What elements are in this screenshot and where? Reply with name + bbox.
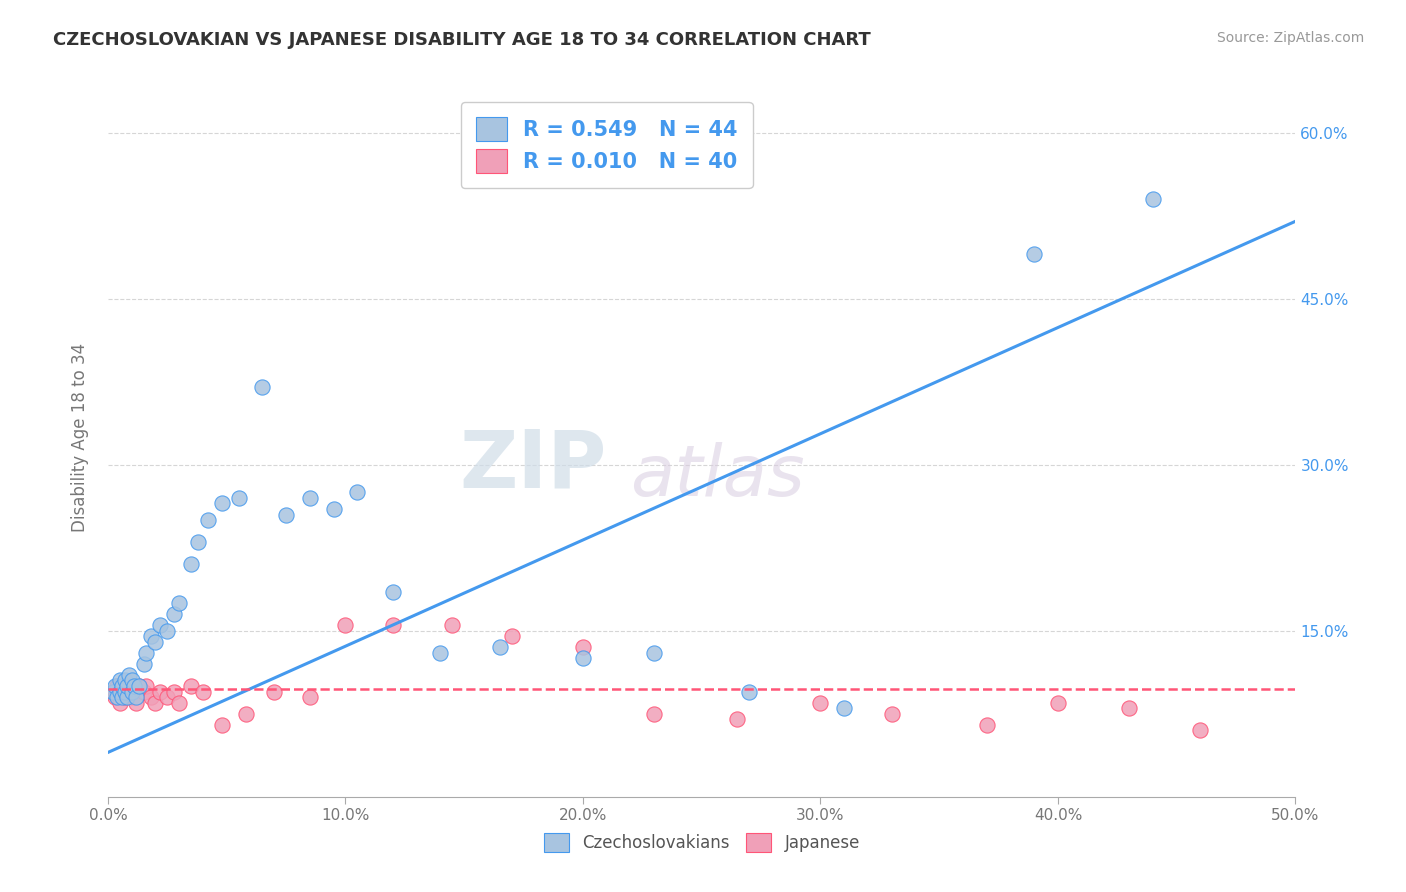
Point (335, 618, 357, 632)
Point (122, 679, 145, 693)
Point (115, 679, 138, 693)
Point (187, 535, 209, 549)
Point (880, 706, 903, 721)
Point (197, 513, 219, 527)
Point (108, 696, 131, 710)
Point (115, 684, 138, 698)
Point (121, 684, 143, 698)
Point (167, 696, 190, 710)
Point (382, 618, 405, 632)
Text: CZECHOSLOVAKIAN VS JAPANESE DISABILITY AGE 18 TO 34 CORRELATION CHART: CZECHOSLOVAKIAN VS JAPANESE DISABILITY A… (53, 31, 872, 49)
Point (489, 640, 512, 655)
Point (228, 491, 250, 505)
Point (132, 657, 155, 671)
Point (191, 684, 214, 698)
Point (725, 712, 748, 726)
Text: Source: ZipAtlas.com: Source: ZipAtlas.com (1216, 31, 1364, 45)
Point (252, 380, 274, 394)
Point (111, 679, 134, 693)
Point (572, 651, 595, 665)
Point (145, 696, 167, 710)
Point (298, 690, 321, 704)
Point (128, 679, 150, 693)
Point (501, 629, 523, 643)
Point (211, 718, 233, 732)
Point (145, 634, 167, 648)
Point (135, 679, 157, 693)
Point (118, 668, 141, 682)
Point (810, 696, 832, 710)
Text: atlas: atlas (630, 442, 806, 511)
Point (643, 706, 665, 721)
Legend: R = 0.549   N = 44, R = 0.010   N = 40: R = 0.549 N = 44, R = 0.010 N = 40 (461, 103, 752, 188)
Point (1142, 192, 1164, 206)
Point (429, 646, 451, 660)
Point (108, 673, 131, 688)
Point (738, 684, 761, 698)
Point (163, 684, 186, 698)
Point (114, 673, 136, 688)
Point (104, 690, 127, 704)
Point (125, 690, 148, 704)
Point (274, 508, 297, 522)
Point (643, 646, 665, 660)
Point (122, 684, 145, 698)
Point (101, 684, 124, 698)
Point (135, 646, 157, 660)
Point (263, 684, 285, 698)
Point (832, 701, 855, 715)
Point (125, 696, 148, 710)
Point (121, 690, 143, 704)
Point (156, 624, 179, 638)
Point (180, 558, 202, 572)
Point (572, 640, 595, 655)
Point (107, 679, 129, 693)
Point (167, 596, 190, 610)
Point (1118, 701, 1140, 715)
Point (322, 502, 344, 516)
Point (108, 684, 131, 698)
Point (149, 618, 172, 632)
Point (1189, 723, 1212, 738)
Point (115, 690, 138, 704)
Point (132, 684, 155, 698)
Point (163, 607, 186, 621)
Point (441, 618, 464, 632)
Point (139, 629, 162, 643)
Point (121, 673, 143, 688)
Point (298, 491, 321, 505)
Point (128, 679, 150, 693)
Point (114, 684, 136, 698)
Point (111, 684, 134, 698)
Point (1046, 696, 1069, 710)
Point (235, 706, 257, 721)
Point (114, 690, 136, 704)
Point (976, 718, 998, 732)
Point (101, 684, 124, 698)
Point (346, 485, 368, 500)
Point (1024, 247, 1046, 261)
Text: ZIP: ZIP (460, 427, 607, 505)
Point (104, 679, 127, 693)
Point (211, 496, 233, 510)
Point (118, 679, 141, 693)
Point (107, 690, 129, 704)
Point (111, 679, 134, 693)
Point (139, 690, 162, 704)
Point (382, 585, 405, 599)
Point (111, 690, 134, 704)
Y-axis label: Disability Age 18 to 34: Disability Age 18 to 34 (72, 343, 89, 532)
Point (149, 684, 172, 698)
Point (180, 679, 202, 693)
Point (156, 690, 179, 704)
